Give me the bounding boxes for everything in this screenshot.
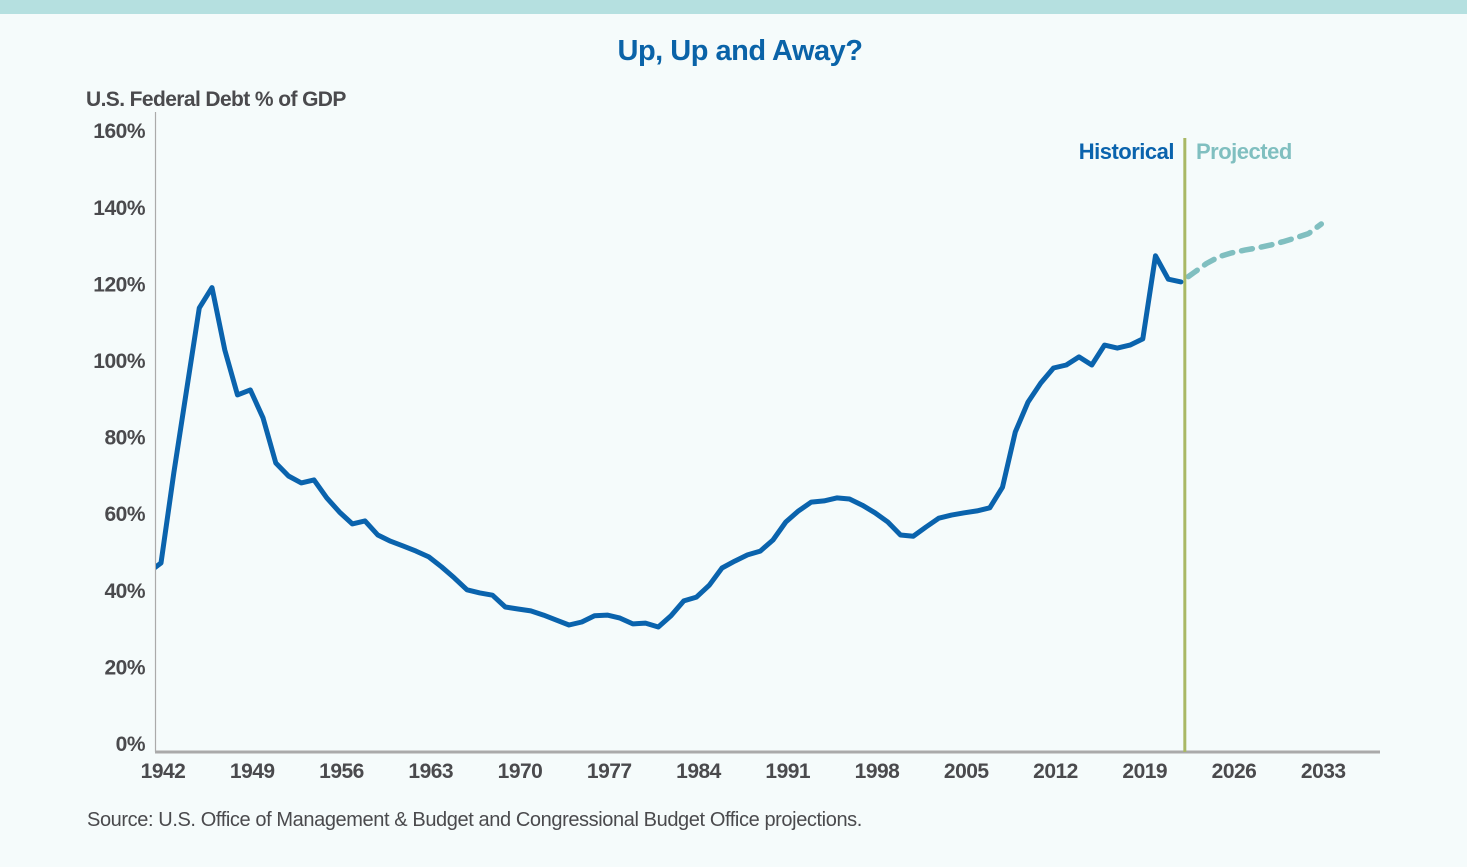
x-tick-label: 1956 bbox=[319, 760, 364, 783]
x-tick-label: 1949 bbox=[230, 760, 275, 783]
series-lines bbox=[156, 221, 1325, 630]
x-tick-label: 1963 bbox=[408, 760, 453, 783]
y-tick-label: 160% bbox=[93, 120, 146, 143]
y-tick-label: 0% bbox=[116, 733, 146, 756]
y-tick-label: 20% bbox=[104, 656, 145, 679]
x-tick-label: 2012 bbox=[1033, 760, 1078, 783]
y-tick-label: 80% bbox=[104, 427, 145, 450]
source-note: Source: U.S. Office of Management & Budg… bbox=[87, 809, 862, 831]
x-tick-labels: 1942 1949 1956 1963 1970 1977 1984 1991 1998 2005… bbox=[141, 760, 1346, 783]
x-tick-label: 2026 bbox=[1212, 760, 1257, 783]
x-tick-label: 1998 bbox=[855, 760, 901, 783]
historical-series-line bbox=[156, 253, 1184, 630]
x-tick-label: 1970 bbox=[498, 760, 543, 783]
y-axis-label: U.S. Federal Debt % of GDP bbox=[86, 88, 346, 111]
y-tick-label: 100% bbox=[93, 350, 146, 373]
projected-series-line bbox=[1178, 221, 1325, 285]
y-tick-label: 120% bbox=[93, 273, 146, 296]
x-tick-label: 1984 bbox=[676, 760, 722, 783]
y-tick-label: 40% bbox=[104, 580, 145, 603]
x-tick-label: 1991 bbox=[765, 760, 811, 783]
x-tick-label: 2019 bbox=[1122, 760, 1167, 783]
y-tick-label: 140% bbox=[93, 197, 146, 220]
x-tick-label: 1942 bbox=[141, 760, 186, 783]
top-accent-bar bbox=[0, 0, 1467, 14]
x-tick-label: 1977 bbox=[587, 760, 632, 783]
chart-title: Up, Up and Away? bbox=[618, 35, 863, 67]
historical-label: Historical bbox=[1079, 139, 1174, 164]
y-tick-label: 60% bbox=[104, 503, 145, 526]
projected-label: Projected bbox=[1196, 139, 1292, 164]
x-tick-label: 2033 bbox=[1301, 760, 1346, 783]
x-tick-label: 2005 bbox=[944, 760, 990, 783]
y-tick-labels: 0% 20% 40% 60% 80% 100% 120% 140% 160% bbox=[93, 120, 146, 756]
